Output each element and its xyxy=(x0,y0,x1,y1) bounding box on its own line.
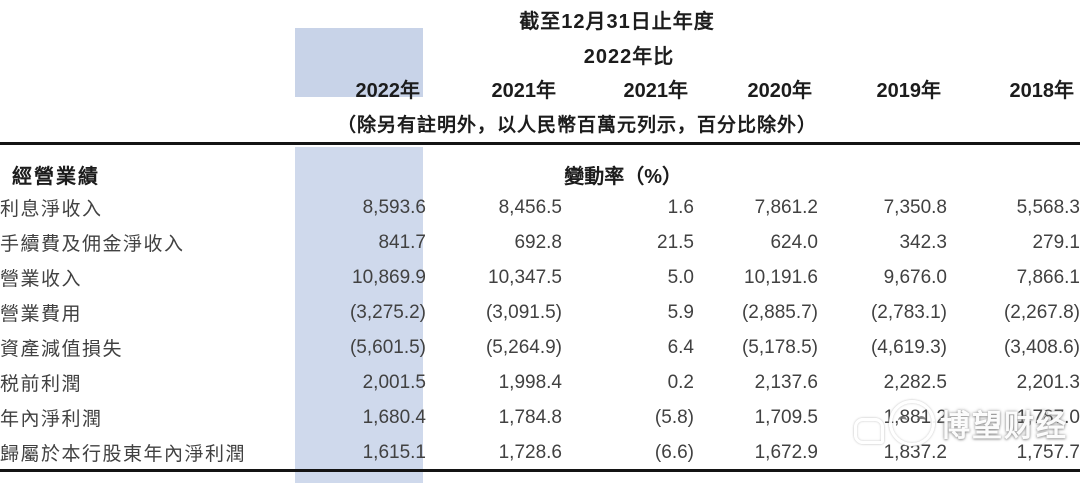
highlight-band-2022-body xyxy=(295,147,423,483)
value-2022: (5,601.5) xyxy=(349,336,426,358)
value-2019: 7,350.8 xyxy=(883,196,947,218)
top-rule xyxy=(0,142,1080,145)
table-row: 手續費及佣金淨收入 841.7 692.8 21.5 624.0 342.3 2… xyxy=(0,225,1080,260)
value-2020: 10,191.6 xyxy=(744,266,818,288)
bottom-rule xyxy=(0,469,1080,472)
value-2021: (3,091.5) xyxy=(485,301,562,323)
row-label: 歸屬於本行股東年內淨利潤 xyxy=(0,444,247,465)
value-2020: 1,709.5 xyxy=(754,406,818,428)
value-2018: (3,408.6) xyxy=(1003,336,1080,358)
row-label: 利息淨收入 xyxy=(0,199,103,220)
value-2022: 841.7 xyxy=(378,231,426,253)
units-note: （除另有註明外，以人民幣百萬元列示，百分比除外） xyxy=(336,115,818,136)
value-2018: (2,267.8) xyxy=(1003,301,1080,323)
value-2021: 10,347.5 xyxy=(488,266,562,288)
change-rate-header: 變動率（%） xyxy=(564,166,682,188)
value-2019: 9,676.0 xyxy=(883,266,947,288)
table-row: 營業收入 10,869.9 10,347.5 5.0 10,191.6 9,67… xyxy=(0,260,1080,295)
value-2020: (2,885.7) xyxy=(741,301,818,323)
value-2022: 1,615.1 xyxy=(362,441,426,463)
value-2021: 8,456.5 xyxy=(498,196,562,218)
value-2018: 2,201.3 xyxy=(1016,371,1080,393)
col-header-2020: 2020年 xyxy=(747,80,813,102)
value-2021: 692.8 xyxy=(514,231,562,253)
value-2022: (3,275.2) xyxy=(349,301,426,323)
value-change: (5.8) xyxy=(654,406,694,428)
value-2020: 624.0 xyxy=(770,231,818,253)
value-2019: 1,837.2 xyxy=(883,441,947,463)
value-2020: 2,137.6 xyxy=(754,371,818,393)
watermark-text: 博望财经 xyxy=(940,410,1068,443)
value-2019: 2,282.5 xyxy=(883,371,947,393)
value-2021: 1,728.6 xyxy=(498,441,562,463)
operating-results-table: 利息淨收入 8,593.6 8,456.5 1.6 7,861.2 7,350.… xyxy=(0,190,1080,470)
col-header-2019: 2019年 xyxy=(876,80,942,102)
value-2022: 1,680.4 xyxy=(362,406,426,428)
watermark-speech-bubble-icon xyxy=(854,418,884,444)
row-label: 營業費用 xyxy=(0,304,83,325)
col-header-2022: 2022年 xyxy=(355,80,421,102)
row-label: 税前利潤 xyxy=(0,374,83,395)
col-header-change-2021: 2021年 xyxy=(623,80,689,102)
row-label: 營業收入 xyxy=(0,269,83,290)
period-title: 截至12月31日止年度 xyxy=(519,11,715,33)
value-2022: 2,001.5 xyxy=(362,371,426,393)
value-change: 0.2 xyxy=(667,371,694,393)
value-2018: 5,568.3 xyxy=(1016,196,1080,218)
col-header-2018: 2018年 xyxy=(1009,80,1075,102)
value-2021: 1,998.4 xyxy=(498,371,562,393)
value-change: 21.5 xyxy=(657,231,694,253)
table-row: 歸屬於本行股東年內淨利潤 1,615.1 1,728.6 (6.6) 1,672… xyxy=(0,435,1080,470)
value-change: 5.9 xyxy=(667,301,694,323)
value-change: 5.0 xyxy=(667,266,694,288)
value-2018: 1,757.7 xyxy=(1016,441,1080,463)
watermark-mascot-icon xyxy=(889,400,935,446)
table-row: 年內淨利潤 1,680.4 1,784.8 (5.8) 1,709.5 1,88… xyxy=(0,400,1080,435)
table-row: 營業費用 (3,275.2) (3,091.5) 5.9 (2,885.7) (… xyxy=(0,295,1080,330)
value-2019: (4,619.3) xyxy=(870,336,947,358)
row-label: 年內淨利潤 xyxy=(0,409,103,430)
value-2022: 8,593.6 xyxy=(362,196,426,218)
value-2018: 1,787.0 xyxy=(1016,406,1080,428)
compare-label: 2022年比 xyxy=(583,46,675,68)
value-2020: 1,672.9 xyxy=(754,441,818,463)
value-2021: (5,264.9) xyxy=(485,336,562,358)
highlight-band-2022-header xyxy=(295,28,423,97)
value-2019: 342.3 xyxy=(899,231,947,253)
value-2018: 7,866.1 xyxy=(1016,266,1080,288)
watermark: 博望财经 xyxy=(854,400,1068,446)
value-change: 1.6 xyxy=(667,196,694,218)
table-row: 税前利潤 2,001.5 1,998.4 0.2 2,137.6 2,282.5… xyxy=(0,365,1080,400)
table-row: 資產減值損失 (5,601.5) (5,264.9) 6.4 (5,178.5)… xyxy=(0,330,1080,365)
value-2020: (5,178.5) xyxy=(741,336,818,358)
row-label: 資產減值損失 xyxy=(0,339,124,360)
row-label: 手續費及佣金淨收入 xyxy=(0,234,185,255)
value-change: (6.6) xyxy=(654,441,694,463)
value-2019: (2,783.1) xyxy=(870,301,947,323)
value-change: 6.4 xyxy=(667,336,694,358)
value-2020: 7,861.2 xyxy=(754,196,818,218)
value-2018: 279.1 xyxy=(1032,231,1080,253)
table-row: 利息淨收入 8,593.6 8,456.5 1.6 7,861.2 7,350.… xyxy=(0,190,1080,225)
col-header-2021: 2021年 xyxy=(491,80,557,102)
value-2021: 1,784.8 xyxy=(498,406,562,428)
value-2022: 10,869.9 xyxy=(352,266,426,288)
section-title: 經營業績 xyxy=(12,166,100,188)
